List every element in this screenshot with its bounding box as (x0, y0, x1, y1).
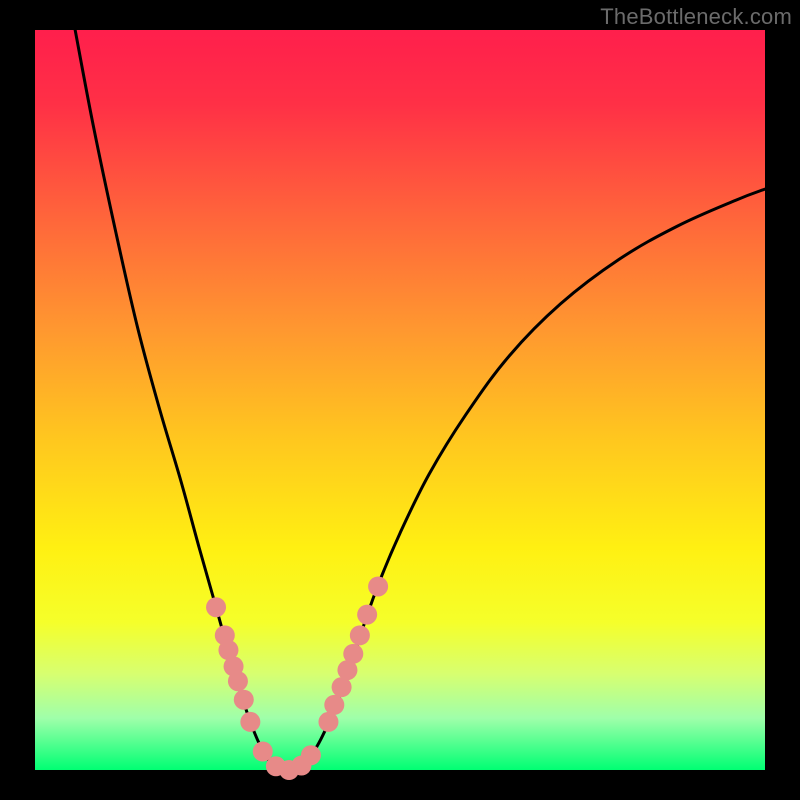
curve-marker (228, 671, 248, 691)
curve-marker (368, 576, 388, 596)
watermark-text: TheBottleneck.com (600, 4, 792, 30)
curve-marker (357, 605, 377, 625)
curve-marker (350, 625, 370, 645)
curve-marker (343, 644, 363, 664)
curve-marker (332, 677, 352, 697)
curve-marker (234, 690, 254, 710)
curve-marker (324, 695, 344, 715)
curve-marker (301, 745, 321, 765)
curve-marker (240, 712, 260, 732)
plot-background (35, 30, 765, 770)
chart-container: TheBottleneck.com (0, 0, 800, 800)
curve-marker (206, 597, 226, 617)
bottleneck-chart (0, 0, 800, 800)
curve-marker (318, 712, 338, 732)
